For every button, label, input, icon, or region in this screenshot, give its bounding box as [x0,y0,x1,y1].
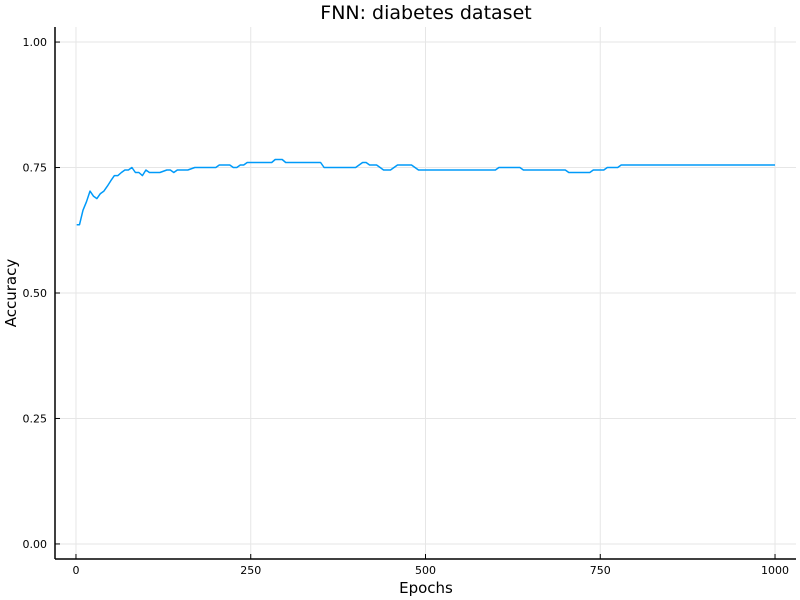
grid-layer [55,27,796,559]
y-tick-label: 0.00 [23,538,48,551]
x-axis-label: Epochs [399,579,453,597]
y-tick-label: 0.75 [23,162,48,175]
x-tick-label: 1000 [761,564,789,577]
series-layer [76,158,775,226]
y-tick-label: 0.50 [23,287,48,300]
x-tick-label: 250 [240,564,261,577]
accuracy-series-line [76,158,775,226]
x-tick-label: 0 [72,564,79,577]
y-tick-label: 0.25 [23,412,48,425]
y-axis-label: Accuracy [2,259,20,328]
chart-title: FNN: diabetes dataset [320,2,531,24]
tick-layer: 0 250 500 750 1000 0.00 0.25 0.50 0.75 1.00 [23,36,790,577]
y-tick-label: 1.00 [23,36,48,49]
x-tick-label: 750 [590,564,611,577]
x-tick-label: 500 [415,564,436,577]
